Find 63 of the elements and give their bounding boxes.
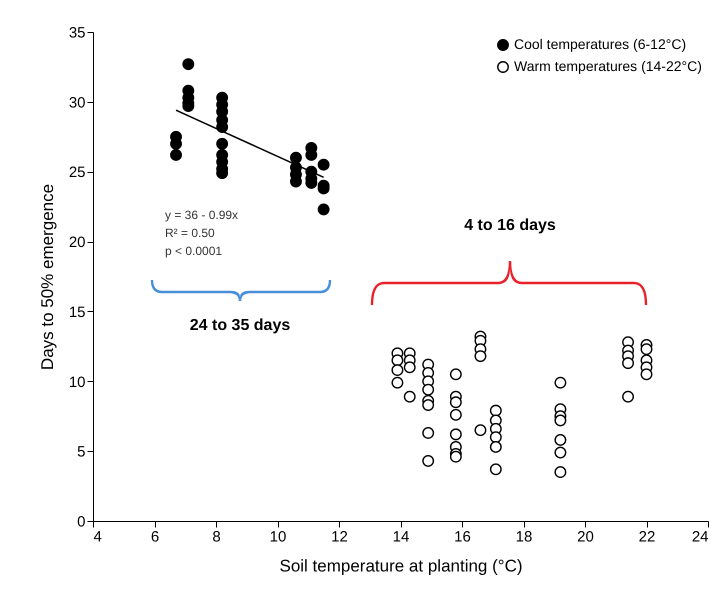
point — [391, 364, 404, 376]
point — [450, 368, 462, 380]
y-tick-label: 25 — [68, 164, 86, 182]
point — [640, 368, 652, 380]
point — [318, 158, 330, 171]
point — [450, 408, 462, 421]
point — [422, 427, 434, 439]
point — [554, 466, 566, 478]
x-tick-label: 4 — [94, 528, 102, 546]
x-tick-label: 24 — [692, 528, 708, 546]
point — [290, 152, 302, 164]
point — [216, 138, 228, 150]
point — [404, 390, 416, 403]
point — [170, 149, 182, 161]
x-tick-label: 20 — [577, 528, 594, 546]
point — [622, 357, 634, 370]
point — [640, 343, 652, 356]
y-tick-label: 0 — [77, 514, 86, 530]
point — [490, 431, 502, 444]
point — [490, 463, 502, 476]
legend-label: Warm temperatures (14-22°C) — [514, 58, 702, 74]
annotation: y = 36 - 0.99x — [165, 208, 238, 222]
y-tick-label: 35 — [68, 24, 86, 42]
point — [450, 396, 462, 408]
y-tick-label: 15 — [68, 304, 86, 321]
point — [182, 58, 194, 70]
point — [391, 376, 404, 389]
y-tick-label: 10 — [68, 374, 86, 391]
point — [422, 384, 434, 396]
y-tick-label: 20 — [68, 234, 86, 252]
y-tick-label: 5 — [77, 444, 86, 461]
point — [450, 450, 462, 463]
x-tick-label: 8 — [212, 528, 221, 546]
x-tick-label: 16 — [454, 528, 471, 546]
point — [474, 424, 486, 436]
y-tick-label: 30 — [68, 94, 86, 112]
x-tick-label: 12 — [331, 528, 348, 546]
x-axis-title: Soil temperature at planting (°C) — [279, 556, 523, 576]
legend-label: Cool temperatures (6-12°C) — [514, 36, 686, 52]
y-axis-title: Days to 50% emergence — [38, 184, 57, 370]
x-tick-label: 22 — [638, 528, 656, 546]
point — [391, 354, 404, 366]
point — [318, 204, 330, 216]
point — [450, 428, 462, 440]
point — [474, 350, 486, 362]
x-tick-label: 18 — [516, 528, 532, 546]
point — [404, 361, 416, 374]
point — [490, 441, 502, 453]
point — [422, 454, 434, 467]
x-tick-label: 14 — [392, 528, 410, 546]
point — [490, 404, 502, 417]
point — [554, 414, 566, 426]
annotation: 4 to 16 days — [464, 217, 556, 234]
point — [422, 399, 434, 411]
annotation: p < 0.0001 — [165, 244, 222, 258]
x-tick-label: 6 — [150, 528, 160, 546]
point — [554, 376, 566, 389]
point — [554, 446, 566, 458]
point — [554, 434, 566, 446]
annotation: R² = 0.50 — [165, 226, 216, 240]
x-tick-label: 10 — [270, 528, 286, 546]
annotation: 24 to 35 days — [190, 317, 290, 334]
point — [622, 390, 634, 403]
